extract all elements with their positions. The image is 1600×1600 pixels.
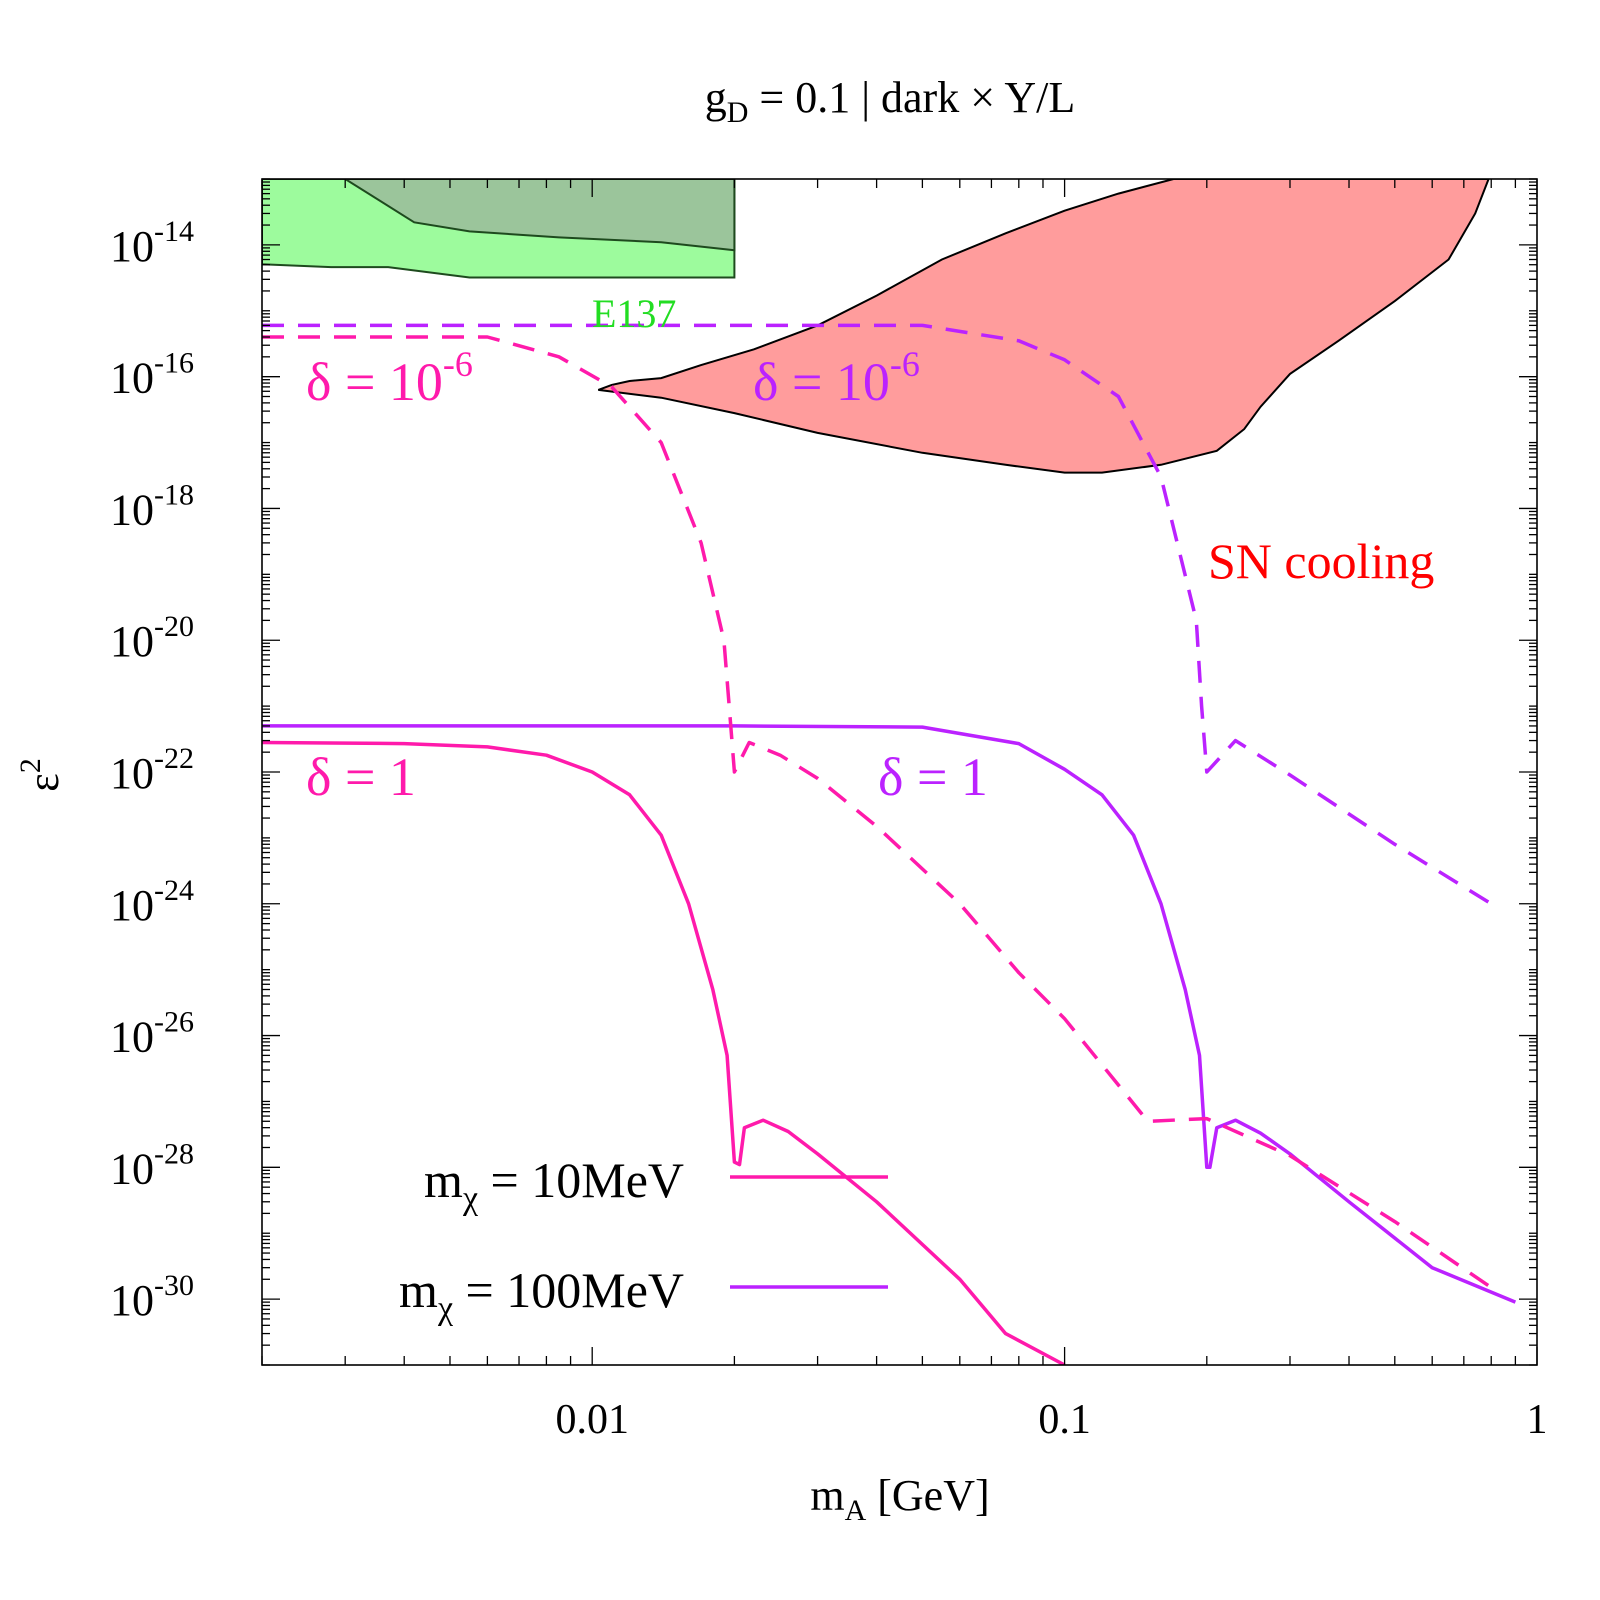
- delta-1e-6-m100-sup: -6: [890, 344, 920, 384]
- delta-1e-6-m100-text: δ = 10: [753, 352, 890, 412]
- y-tick-label-power: -30: [154, 1269, 194, 1302]
- y-tick-label: 10-28: [110, 1137, 194, 1193]
- y-tick-label-base: 10: [110, 749, 154, 798]
- y-tick-label-power: -22: [154, 742, 194, 775]
- x-tick-label: 0.1: [1038, 1397, 1091, 1443]
- y-tick-label: 10-24: [110, 874, 194, 930]
- legend-m100-sub: χ: [437, 1290, 453, 1327]
- delta-1e-6-label-m100: δ = 10-6: [753, 344, 920, 412]
- legend: mχ = 10MeV mχ = 100MeV: [399, 1152, 888, 1327]
- legend-m100-main: m: [399, 1262, 438, 1318]
- y-tick-label-power: -20: [154, 610, 194, 643]
- legend-m10-sub: χ: [462, 1180, 478, 1217]
- sn-cooling-label: SN cooling: [1208, 533, 1434, 589]
- y-tick-label: 10-26: [110, 1006, 194, 1062]
- delta-1-label-m10: δ = 1: [306, 747, 416, 807]
- y-axis-label: ε2: [14, 758, 68, 791]
- legend-m10-main: m: [424, 1152, 463, 1208]
- y-tick-label-power: -26: [154, 1006, 194, 1039]
- title-rest: = 0.1 | dark × Y/L: [748, 73, 1075, 122]
- series-layer: [262, 323, 1517, 1365]
- series-line-3-dashed-m10: [262, 335, 1493, 1289]
- y-tick-label-power: -14: [154, 215, 194, 248]
- legend-entry-m100-label: mχ = 100MeV: [399, 1262, 684, 1327]
- y-tick-label-base: 10: [110, 1144, 154, 1193]
- y-tick-label-base: 10: [110, 222, 154, 271]
- ylabel-sup: 2: [14, 758, 47, 773]
- y-tick-label-base: 10: [110, 617, 154, 666]
- chart-title: gD = 0.1 | dark × Y/L: [705, 73, 1076, 129]
- x-axis-label: mA [GeV]: [810, 1471, 989, 1527]
- region-sn-cooling: [597, 179, 1490, 474]
- y-tick-label: 10-30: [110, 1269, 194, 1325]
- e137-label: E137: [592, 291, 676, 336]
- y-tick-label-base: 10: [110, 1013, 154, 1062]
- xlabel-rest: [GeV]: [866, 1471, 989, 1520]
- legend-m100-rest: = 100MeV: [453, 1262, 684, 1318]
- x-tick-label: 0.01: [555, 1397, 629, 1443]
- y-tick-label-base: 10: [110, 354, 154, 403]
- ticks-layer: 0.01 0.1 110-1410-1610-1810-2010-2210-2410…: [110, 178, 1548, 1443]
- y-tick-label-base: 10: [110, 881, 154, 930]
- delta-1-label-m100: δ = 1: [878, 747, 988, 807]
- delta-1e-6-m10-text: δ = 10: [306, 352, 443, 412]
- y-tick-label-power: -16: [154, 347, 194, 380]
- xlabel-sub: A: [845, 1494, 867, 1527]
- legend-m10-rest: = 10MeV: [478, 1152, 684, 1208]
- x-tick-label: 1: [1527, 1397, 1548, 1443]
- delta-1e-6-label-m10: δ = 10-6: [306, 344, 473, 412]
- series-line-2-solid-m100: [262, 724, 1517, 1304]
- xlabel-main: m: [810, 1471, 844, 1520]
- title-sub: D: [727, 96, 749, 129]
- series-line-1-solid-m10: [262, 740, 1066, 1365]
- regions-layer: [262, 179, 1490, 474]
- y-tick-label-base: 10: [110, 485, 154, 534]
- ylabel-main: ε: [19, 773, 68, 791]
- region-e137-dark: [343, 179, 736, 252]
- delta-1e-6-m10-sup: -6: [443, 344, 473, 384]
- y-tick-label-power: -28: [154, 1137, 194, 1170]
- y-tick-label: 10-16: [110, 347, 194, 403]
- y-tick-label-power: -18: [154, 478, 194, 511]
- y-tick-label: 10-20: [110, 610, 194, 666]
- y-tick-label: 10-14: [110, 215, 194, 271]
- series-line-4-dashed-m100: [262, 323, 1493, 906]
- y-tick-label: 10-22: [110, 742, 194, 798]
- y-tick-label: 10-18: [110, 478, 194, 534]
- plot-frame: [261, 178, 1538, 1366]
- legend-entry-m10-label: mχ = 10MeV: [424, 1152, 684, 1217]
- title-main: g: [705, 73, 727, 122]
- y-tick-label-power: -24: [154, 874, 194, 907]
- y-tick-label-base: 10: [110, 1276, 154, 1325]
